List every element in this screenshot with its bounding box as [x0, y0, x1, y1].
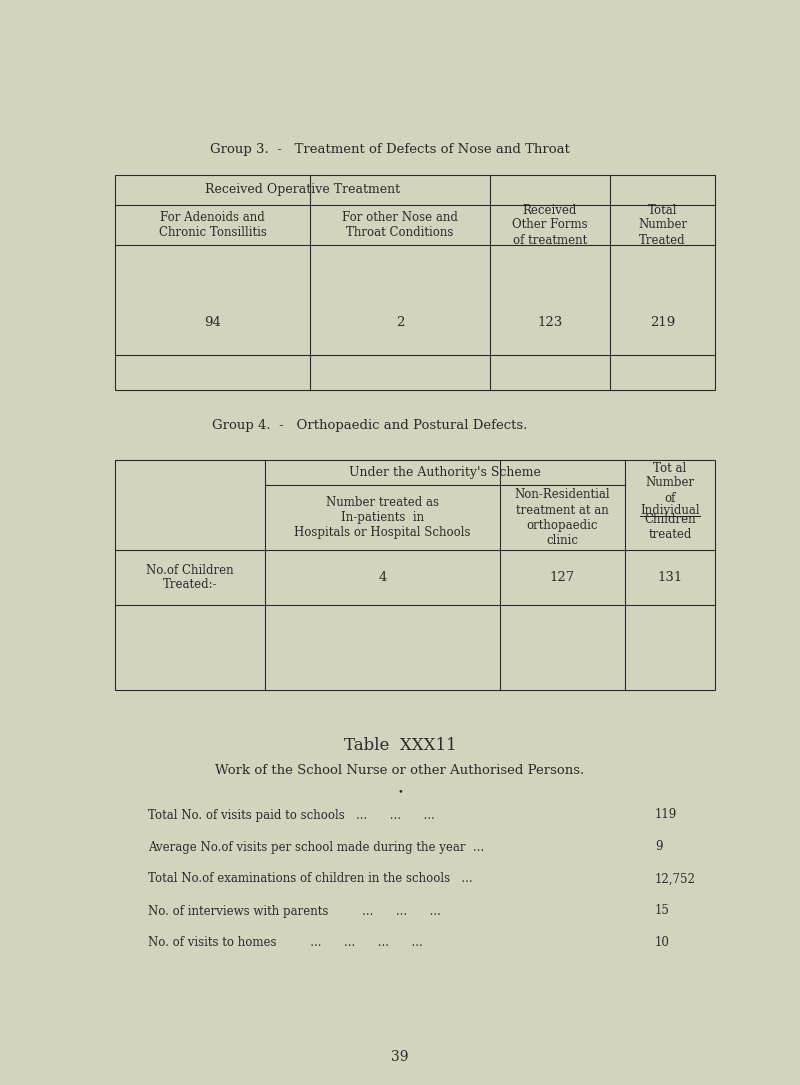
Bar [115, 175, 715, 390]
Text: 15: 15 [655, 905, 670, 918]
Text: Work of the School Nurse or other Authorised Persons.: Work of the School Nurse or other Author… [215, 764, 585, 777]
Text: Total No. of visits paid to schools   ...      ...      ...: Total No. of visits paid to schools ... … [148, 808, 446, 821]
Text: 127: 127 [550, 571, 575, 584]
Text: 2: 2 [396, 316, 404, 329]
Text: 12,752: 12,752 [655, 872, 696, 885]
Text: Received
Other Forms
of treatment: Received Other Forms of treatment [512, 204, 588, 246]
Text: 39: 39 [391, 1050, 409, 1064]
Bar [115, 460, 715, 690]
Text: 9: 9 [655, 841, 662, 854]
Text: 219: 219 [650, 316, 675, 329]
Text: For Adenoids and
Chronic Tonsillitis: For Adenoids and Chronic Tonsillitis [158, 210, 266, 239]
Text: No.of Children
Treated:-: No.of Children Treated:- [146, 563, 234, 591]
Text: 94: 94 [204, 316, 221, 329]
Text: •: • [397, 788, 403, 796]
Text: 123: 123 [538, 316, 562, 329]
Text: For other Nose and
Throat Conditions: For other Nose and Throat Conditions [342, 210, 458, 239]
Text: 4: 4 [378, 571, 386, 584]
Text: Total
Number
Treated: Total Number Treated [638, 204, 687, 246]
Text: No. of interviews with parents         ...      ...      ...: No. of interviews with parents ... ... .… [148, 905, 448, 918]
Text: Group 4.  -   Orthopaedic and Postural Defects.: Group 4. - Orthopaedic and Postural Defe… [212, 419, 528, 432]
Text: Number treated as
In-patients  in
Hospitals or Hospital Schools: Number treated as In-patients in Hospita… [294, 496, 470, 539]
Text: Individual: Individual [640, 503, 700, 516]
Text: Received Operative Treatment: Received Operative Treatment [205, 183, 400, 196]
Text: 10: 10 [655, 936, 670, 949]
Text: Under the Authority's Scheme: Under the Authority's Scheme [349, 465, 541, 478]
Text: 131: 131 [658, 571, 682, 584]
Text: Tot al
Number
of: Tot al Number of [646, 461, 694, 505]
Text: Group 3.  -   Treatment of Defects of Nose and Throat: Group 3. - Treatment of Defects of Nose … [210, 143, 570, 156]
Text: Children
treated: Children treated [644, 513, 696, 541]
Text: Non-Residential
treatment at an
orthopaedic
clinic: Non-Residential treatment at an orthopae… [514, 488, 610, 547]
Text: Average No.of visits per school made during the year  ...: Average No.of visits per school made dur… [148, 841, 499, 854]
Text: No. of visits to homes         ...      ...      ...      ...: No. of visits to homes ... ... ... ... [148, 936, 430, 949]
Text: Table  XXX11: Table XXX11 [344, 737, 456, 753]
Text: 119: 119 [655, 808, 678, 821]
Text: Total No.of examinations of children in the schools   ...: Total No.of examinations of children in … [148, 872, 484, 885]
